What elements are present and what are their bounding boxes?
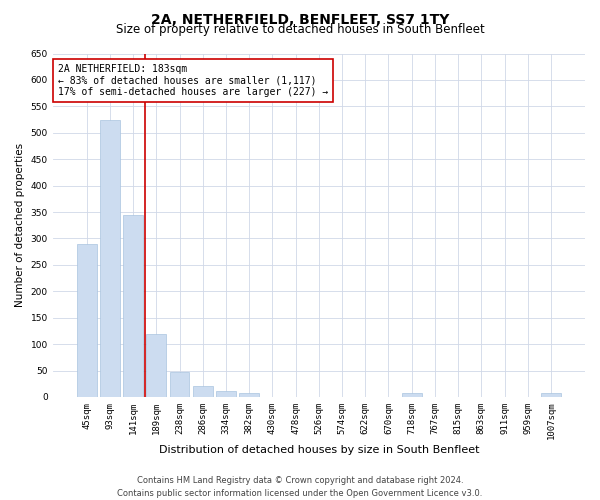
- Bar: [77, 244, 97, 397]
- Bar: [100, 120, 120, 397]
- Bar: [193, 386, 212, 397]
- Text: Contains HM Land Registry data © Crown copyright and database right 2024.
Contai: Contains HM Land Registry data © Crown c…: [118, 476, 482, 498]
- Y-axis label: Number of detached properties: Number of detached properties: [15, 143, 25, 308]
- X-axis label: Distribution of detached houses by size in South Benfleet: Distribution of detached houses by size …: [158, 445, 479, 455]
- Bar: [541, 394, 561, 397]
- Bar: [216, 390, 236, 397]
- Bar: [146, 334, 166, 397]
- Bar: [239, 394, 259, 397]
- Bar: [123, 214, 143, 397]
- Text: 2A, NETHERFIELD, BENFLEET, SS7 1TY: 2A, NETHERFIELD, BENFLEET, SS7 1TY: [151, 12, 449, 26]
- Bar: [170, 372, 190, 397]
- Text: 2A NETHERFIELD: 183sqm
← 83% of detached houses are smaller (1,117)
17% of semi-: 2A NETHERFIELD: 183sqm ← 83% of detached…: [58, 64, 328, 97]
- Bar: [402, 392, 422, 397]
- Text: Size of property relative to detached houses in South Benfleet: Size of property relative to detached ho…: [116, 22, 484, 36]
